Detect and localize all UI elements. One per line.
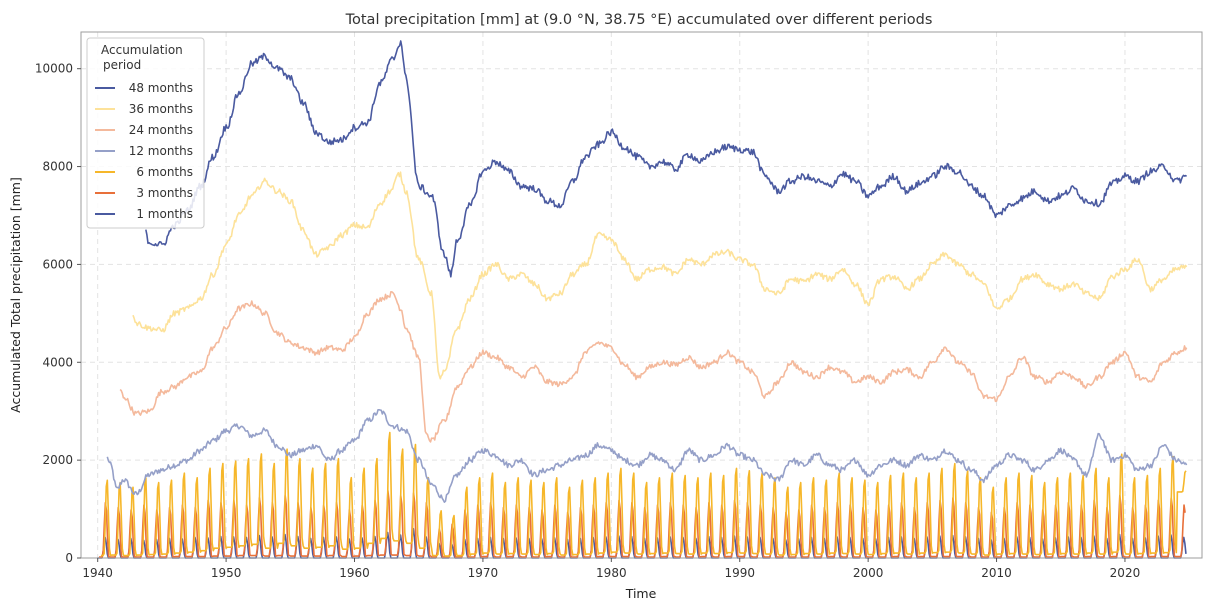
y-tick-label: 10000	[35, 62, 73, 76]
y-tick-label: 6000	[42, 257, 73, 271]
legend-label-3-months: 3 months	[136, 186, 193, 200]
series-line-6-months	[100, 431, 1187, 557]
series-layer	[97, 40, 1188, 559]
legend-title: period	[103, 58, 141, 72]
legend-label-24-months: 24 months	[129, 123, 193, 137]
y-tick-label: 8000	[42, 160, 73, 174]
x-tick-label: 1980	[596, 566, 627, 580]
series-line-36-months	[132, 171, 1188, 380]
chart-title: Total precipitation [mm] at (9.0 °N, 38.…	[345, 12, 933, 28]
x-tick-label: 2000	[853, 566, 884, 580]
legend-title: Accumulation	[101, 43, 183, 57]
legend-label-48-months: 48 months	[129, 81, 193, 95]
legend-label-36-months: 36 months	[129, 102, 193, 116]
x-tick-label: 1970	[468, 566, 499, 580]
legend-box	[86, 37, 205, 229]
y-axis-ticks: 0 2000 4000 6000 8000 10000	[35, 62, 81, 565]
y-tick-label: 4000	[42, 355, 73, 369]
y-tick-label: 0	[65, 551, 73, 565]
x-tick-label: 1950	[211, 566, 242, 580]
x-tick-label: 1940	[82, 566, 113, 580]
plot-area-frame	[80, 31, 1203, 559]
x-axis-label: Time	[625, 586, 657, 601]
series-line-12-months	[106, 408, 1188, 503]
series-line-48-months	[145, 40, 1188, 278]
y-axis-label: Accumulated Total precipitation [mm]	[8, 177, 23, 413]
x-tick-label: 2010	[981, 566, 1012, 580]
series-line-24-months	[119, 290, 1188, 443]
legend-label-12-months: 12 months	[129, 144, 193, 158]
y-tick-label: 2000	[42, 453, 73, 467]
legend-label-1-months: 1 months	[136, 207, 193, 221]
legend-label-6-months: 6 months	[136, 165, 193, 179]
x-axis-ticks: 1940 1950 1960 1970 1980 1990 2000 2010 2020	[82, 558, 1140, 580]
x-tick-label: 2020	[1110, 566, 1141, 580]
x-tick-label: 1960	[339, 566, 370, 580]
x-tick-label: 1990	[724, 566, 755, 580]
